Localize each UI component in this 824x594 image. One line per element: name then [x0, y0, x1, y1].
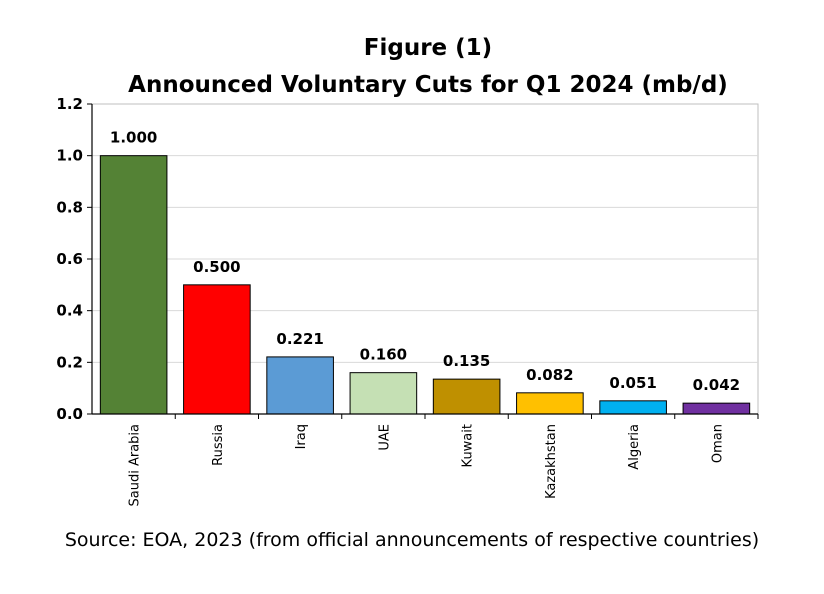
bar — [183, 284, 251, 415]
data-label: 1.000 — [110, 129, 157, 147]
data-label: 0.160 — [360, 346, 407, 364]
data-label: 0.135 — [443, 352, 490, 370]
bar — [99, 155, 168, 415]
chart-subtitle: Announced Voluntary Cuts for Q1 2024 (mb… — [128, 72, 728, 98]
y-tick-label: 0.6 — [56, 250, 83, 268]
x-tick-label: Oman — [710, 424, 725, 463]
y-tick-label: 1.0 — [56, 147, 83, 165]
data-label: 0.042 — [693, 376, 740, 394]
data-label: 0.051 — [609, 374, 656, 392]
chart-title: Figure (1) — [364, 35, 492, 61]
y-tick-label: 1.2 — [56, 95, 83, 113]
bar — [516, 392, 584, 415]
x-tick-label: Iraq — [294, 424, 309, 449]
y-axis: 0.0 0.2 0.4 0.6 0.8 1.0 1.2 — [56, 95, 93, 423]
x-tick-label: Algeria — [627, 424, 642, 470]
source-note: Source: EOA, 2023 (from official announc… — [65, 529, 759, 551]
x-tick-label: Kazakhstan — [544, 424, 559, 499]
x-tick-label: UAE — [377, 424, 392, 451]
x-tick-label: Kuwait — [461, 424, 476, 467]
bar — [266, 356, 334, 415]
x-tick-label: Saudi Arabia — [128, 424, 143, 507]
bar — [349, 372, 418, 415]
data-label: 0.221 — [276, 330, 323, 348]
x-tick-label: Russia — [211, 424, 226, 466]
data-labels: 1.000 0.500 0.221 0.160 0.135 0.082 0.051 0.042 — [110, 129, 740, 394]
bar — [432, 378, 501, 415]
y-tick-label: 0.4 — [56, 302, 83, 320]
data-label: 0.082 — [526, 366, 573, 384]
y-tick-label: 0.0 — [56, 405, 83, 423]
data-label: 0.500 — [193, 258, 240, 276]
y-tick-label: 0.8 — [56, 198, 83, 216]
bar — [682, 402, 751, 415]
bar — [599, 400, 667, 415]
y-tick-label: 0.2 — [56, 353, 83, 371]
x-axis: Saudi Arabia Russia Iraq UAE Kuwait Kazakhsta… — [92, 413, 759, 507]
